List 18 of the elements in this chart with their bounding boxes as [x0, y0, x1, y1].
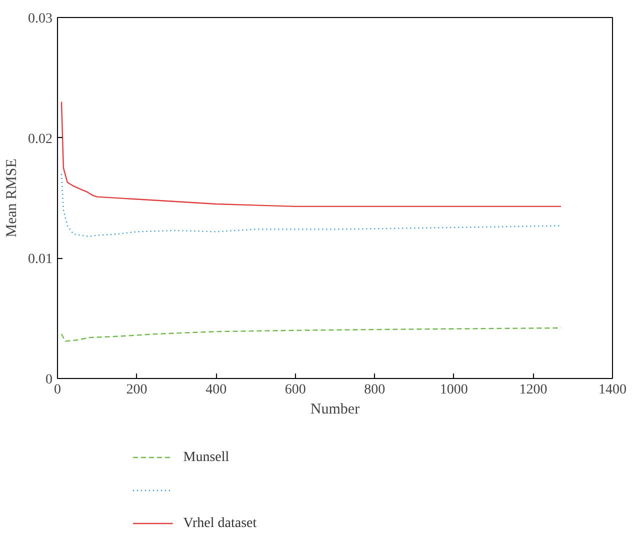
legend-label: Munsell: [183, 450, 230, 465]
line-series: [60, 327, 562, 342]
y-tick-label: 0.03: [28, 12, 52, 26]
x-tick-label: 1000: [440, 382, 468, 398]
x-tick-label: 1400: [598, 382, 626, 398]
line-series: [60, 173, 562, 238]
x-tick-label: 200: [126, 382, 148, 398]
y-tick-label: 0.01: [28, 252, 52, 268]
x-axis-title: Number: [310, 402, 360, 418]
line-series: [60, 101, 562, 208]
x-tick-label: 800: [364, 382, 386, 398]
x-tick-label: 400: [206, 382, 227, 398]
legend-label: Vrhel dataset: [183, 516, 257, 531]
x-tick-label: 1200: [519, 382, 548, 398]
y-tick-label: 0.02: [28, 132, 52, 147]
y-tick-label: 0: [46, 372, 52, 388]
y-axis-title: Mean RMSE: [4, 158, 20, 238]
x-tick-label: 600: [284, 382, 306, 398]
